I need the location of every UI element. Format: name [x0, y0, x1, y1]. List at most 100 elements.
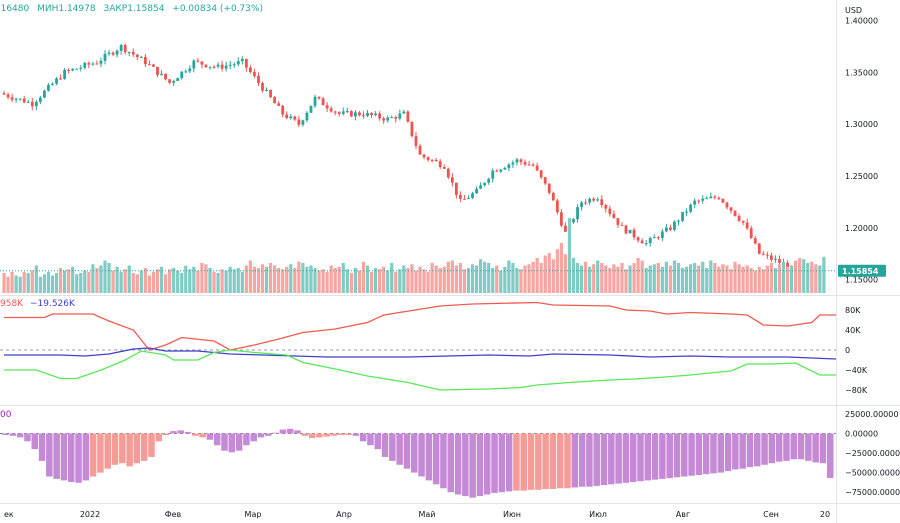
volume-bar [519, 269, 523, 293]
candle-body [572, 219, 575, 223]
volume-bar [430, 263, 434, 293]
volume-bar [99, 265, 103, 293]
candle-body [188, 68, 192, 72]
volume-bar [196, 270, 200, 293]
volume-bar [398, 269, 402, 293]
volume-bar [539, 263, 543, 293]
volume-bar [499, 270, 503, 293]
candle-body [216, 64, 220, 67]
indicator2-tick-label: −25000.00000 [845, 449, 900, 458]
candle-body [204, 64, 208, 68]
volume-bar [135, 274, 139, 293]
histogram-bar [221, 433, 228, 451]
volume-bar [644, 268, 648, 293]
indicator2-tick-label: −50000.00000 [845, 469, 900, 478]
volume-bar [689, 264, 693, 293]
candle-body [673, 221, 676, 230]
histogram-bar [593, 433, 600, 486]
volume-bar [180, 273, 184, 293]
volume-bar [42, 274, 47, 293]
volume-bar [450, 260, 454, 293]
histogram-bar [491, 433, 498, 493]
indicator2-legend: 00 [0, 410, 11, 420]
candle-body [301, 120, 305, 125]
histogram-bar [462, 433, 469, 497]
volume-bar [91, 264, 95, 293]
volume-bar [422, 269, 426, 293]
histogram-bar [38, 433, 46, 461]
volume-bar [567, 218, 572, 293]
candle-body [551, 192, 555, 201]
volume-bar [785, 266, 790, 293]
volume-bar [620, 263, 624, 293]
candle-body [664, 227, 668, 232]
candle-body [689, 204, 693, 212]
histogram-bar [396, 433, 403, 465]
candle-body [83, 63, 87, 68]
histogram-bar [542, 433, 549, 490]
time-axis-label: 20 [820, 510, 830, 519]
histogram-bar [199, 433, 206, 438]
volume-bar [325, 271, 329, 293]
histogram-bar [323, 433, 330, 437]
candle-body [406, 111, 410, 122]
candle-body [309, 105, 313, 113]
histogram-bar [67, 433, 75, 482]
volume-bar [220, 269, 224, 293]
volume-bar [543, 255, 547, 293]
histogram-bar [46, 433, 53, 477]
indicator1-tick-label: 40K [845, 326, 861, 335]
histogram-bar [2, 433, 9, 436]
candle-body [71, 68, 75, 71]
volume-bar [632, 263, 636, 293]
histogram-bar [432, 433, 440, 485]
candle-body [337, 112, 341, 114]
histogram-bar [615, 433, 622, 484]
histogram-bar [213, 433, 221, 446]
candle-body [152, 64, 155, 67]
volume-bar [511, 263, 515, 293]
candle-body [588, 198, 592, 203]
volume-bar [717, 266, 721, 293]
histogram-bar [447, 433, 454, 493]
candle-body [483, 182, 487, 186]
histogram-bar [192, 433, 199, 436]
candle-body [434, 160, 438, 162]
histogram-bar [162, 433, 170, 436]
volume-bar [176, 270, 180, 293]
candle-body [656, 237, 660, 239]
histogram-bar [688, 433, 695, 476]
candle-body [208, 66, 212, 68]
volume-bar [54, 273, 59, 293]
volume-bar [592, 264, 596, 293]
candle-body [99, 60, 103, 64]
histogram-bar [235, 433, 243, 451]
candle-body [30, 101, 34, 107]
candle-body [236, 61, 240, 65]
candle-body [669, 227, 672, 230]
volume-bar [390, 263, 394, 293]
volume-bar [749, 268, 753, 293]
volume-bar [729, 269, 733, 293]
volume-bar [260, 264, 265, 293]
volume-bar [200, 263, 204, 293]
volume-bar [648, 265, 652, 293]
price-tick-label: 1.25000 [845, 172, 878, 181]
candle-body [426, 157, 430, 160]
histogram-bar [338, 433, 345, 436]
histogram-bar [184, 431, 192, 434]
indicator1-tick-label: 80K [845, 306, 861, 315]
last-price-badge [838, 264, 886, 277]
indicator1-legend-b: −19.526K [29, 299, 75, 309]
histogram-bar [695, 433, 703, 475]
volume-bar [547, 253, 551, 293]
histogram-bar [819, 433, 827, 464]
histogram-bar [272, 432, 279, 434]
volume-bar [50, 275, 55, 293]
volume-bar [378, 269, 382, 293]
volume-bar [414, 270, 418, 293]
change-value: +0.00834 (+0.73%) [172, 4, 264, 14]
volume-bar [244, 265, 248, 293]
volume-bar [551, 259, 555, 293]
